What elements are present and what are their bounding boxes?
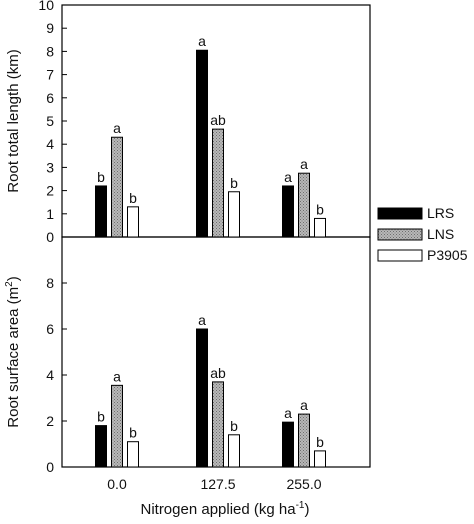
y-tick-label: 9 bbox=[46, 20, 54, 36]
bar bbox=[298, 172, 310, 238]
significance-label: a bbox=[113, 120, 121, 136]
bar bbox=[212, 128, 224, 238]
bar bbox=[111, 136, 123, 238]
y-tick-label: 0 bbox=[46, 229, 54, 245]
significance-label: b bbox=[316, 434, 324, 450]
x-axis-title: Nitrogen applied (kg ha-1) bbox=[140, 500, 309, 518]
y-tick-label: 4 bbox=[46, 367, 54, 383]
significance-label: b bbox=[129, 425, 137, 441]
bar bbox=[95, 425, 107, 468]
bar bbox=[111, 384, 123, 468]
legend-swatch-lns bbox=[377, 228, 423, 241]
legend: LRS LNS P3905 bbox=[377, 205, 468, 263]
top-y-axis-title: Root total length (km) bbox=[5, 49, 22, 192]
bar bbox=[228, 434, 240, 468]
bottom-y-axis-title-end: ) bbox=[5, 276, 22, 281]
x-tick-label: 127.5 bbox=[200, 476, 235, 492]
bar bbox=[282, 421, 294, 468]
bottom-y-axis-title-main: Root surface area (m bbox=[5, 287, 22, 428]
bar bbox=[196, 49, 208, 238]
bar bbox=[127, 206, 139, 238]
x-axis-title-sup: -1 bbox=[296, 500, 305, 511]
significance-label: a bbox=[198, 33, 206, 49]
significance-label: ab bbox=[210, 112, 226, 128]
x-tick-label: 0.0 bbox=[107, 476, 127, 492]
legend-label-lns: LNS bbox=[427, 226, 454, 242]
significance-label: b bbox=[97, 169, 105, 185]
bar bbox=[196, 328, 208, 468]
bar bbox=[95, 185, 107, 238]
y-tick-label: 4 bbox=[46, 136, 54, 152]
y-tick-label: 5 bbox=[46, 113, 54, 129]
y-tick-label: 10 bbox=[38, 0, 54, 13]
bar bbox=[314, 217, 326, 238]
legend-swatch-p3905 bbox=[377, 249, 423, 262]
bar bbox=[314, 450, 326, 468]
bar bbox=[127, 441, 139, 468]
bottom-y-axis-title: Root surface area (m2) bbox=[4, 276, 22, 427]
legend-swatch-lrs bbox=[377, 207, 423, 220]
bottom-y-axis-title-sup: 2 bbox=[4, 281, 15, 287]
x-axis-title-end: ) bbox=[305, 501, 310, 518]
bar bbox=[212, 381, 224, 468]
significance-label: a bbox=[284, 169, 292, 185]
y-tick-label: 2 bbox=[46, 413, 54, 429]
bar bbox=[228, 191, 240, 238]
significance-label: b bbox=[230, 175, 238, 191]
axes-layer: 0 1 2 3 4 5 6 7 8 9 10 0 2 4 6 8 0.0 127.5 255.0 bbox=[38, 0, 321, 492]
legend-label-lrs: LRS bbox=[427, 205, 454, 221]
y-tick-label: 6 bbox=[46, 90, 54, 106]
x-axis-title-main: Nitrogen applied (kg ha bbox=[140, 501, 296, 518]
significance-label: b bbox=[230, 418, 238, 434]
y-tick-label: 8 bbox=[46, 275, 54, 291]
significance-label: a bbox=[198, 312, 206, 328]
y-tick-label: 0 bbox=[46, 459, 54, 475]
y-tick-label: 2 bbox=[46, 183, 54, 199]
significance-label: b bbox=[129, 190, 137, 206]
y-tick-label: 1 bbox=[46, 206, 54, 222]
legend-label-p3905: P3905 bbox=[427, 247, 468, 263]
significance-label: b bbox=[316, 201, 324, 217]
y-tick-label: 7 bbox=[46, 67, 54, 83]
significance-label: a bbox=[284, 405, 292, 421]
significance-label: b bbox=[97, 409, 105, 425]
significance-label: a bbox=[300, 156, 308, 172]
significance-label: ab bbox=[210, 365, 226, 381]
y-tick-label: 8 bbox=[46, 43, 54, 59]
y-tick-label: 3 bbox=[46, 159, 54, 175]
bar bbox=[298, 413, 310, 468]
significance-label: a bbox=[113, 368, 121, 384]
bar bbox=[282, 185, 294, 238]
x-tick-label: 255.0 bbox=[286, 476, 321, 492]
significance-label: a bbox=[300, 397, 308, 413]
y-tick-label: 6 bbox=[46, 321, 54, 337]
